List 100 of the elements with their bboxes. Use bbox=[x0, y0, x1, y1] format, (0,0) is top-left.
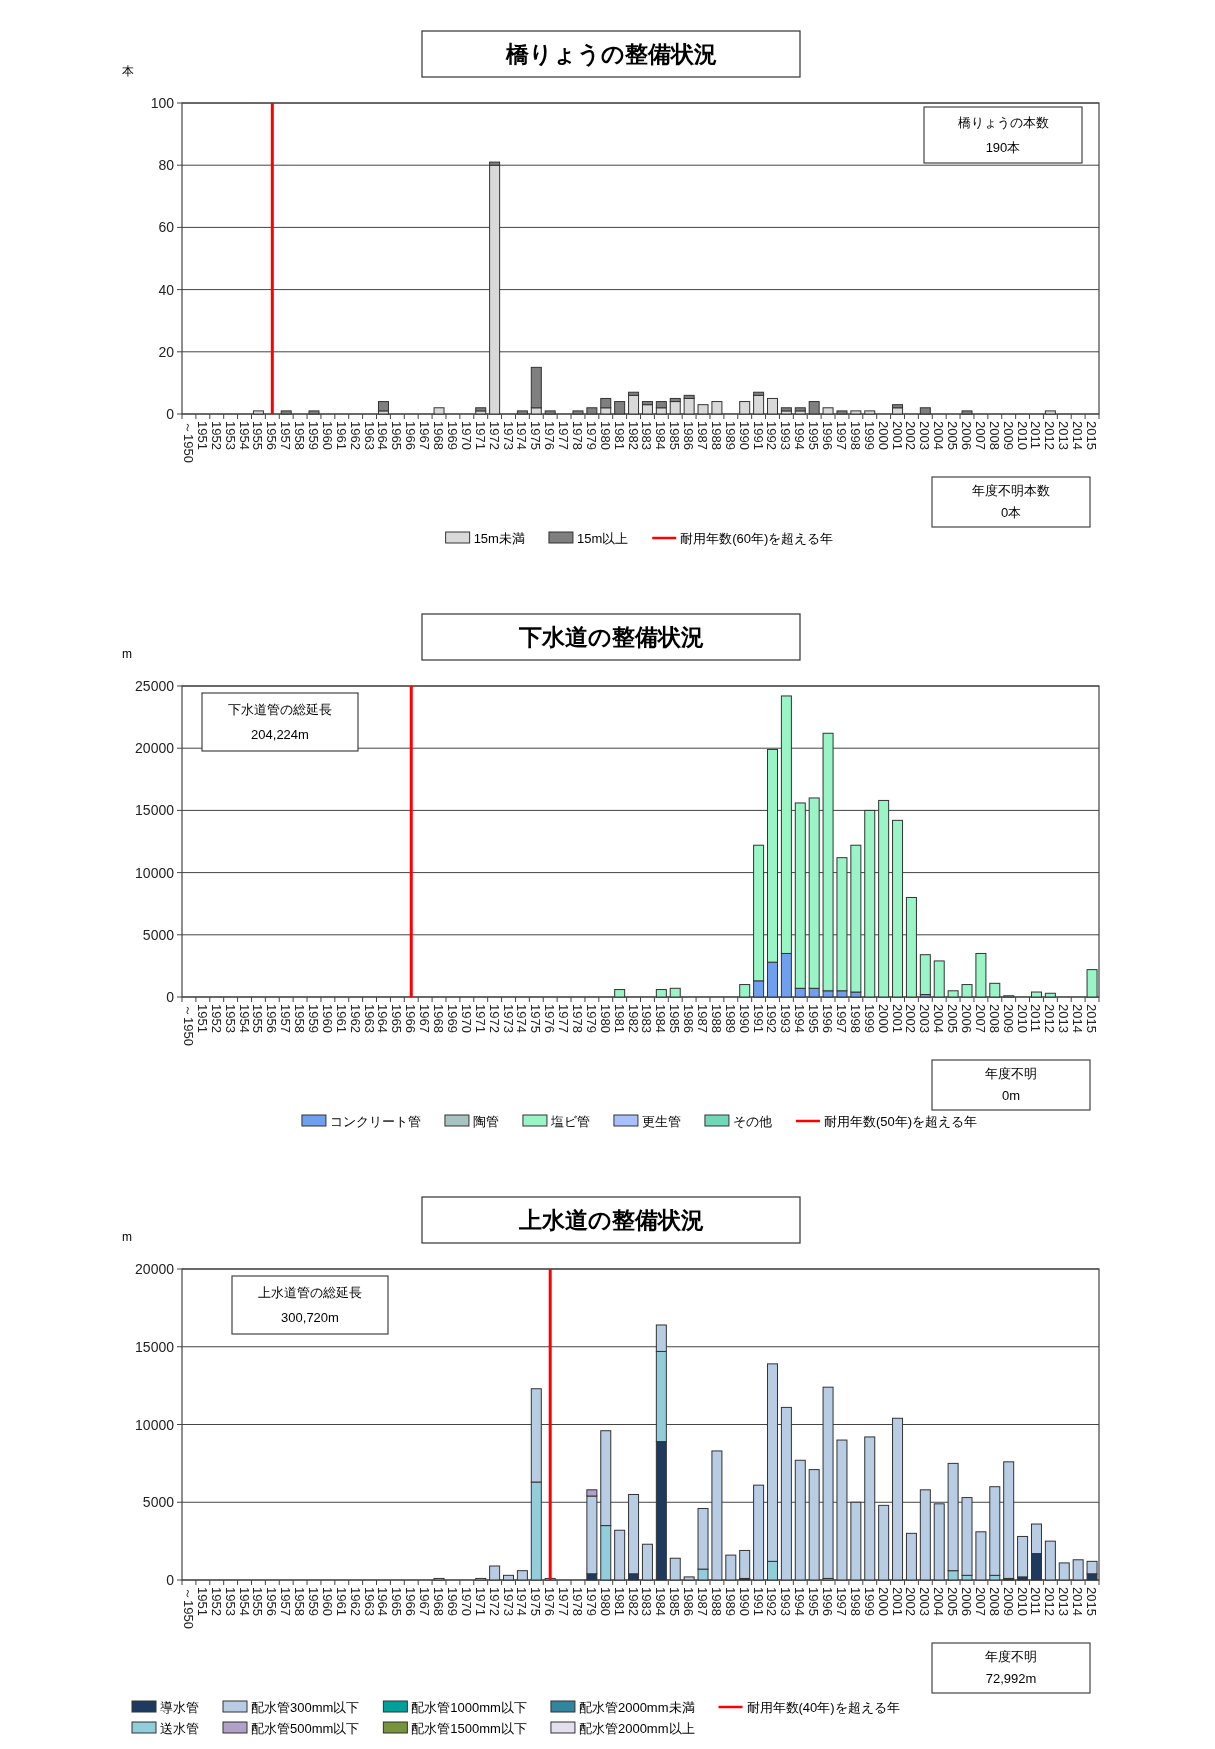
x-tick-label: 1961 bbox=[333, 1587, 349, 1616]
x-tick-label: 1987 bbox=[695, 1587, 711, 1616]
x-tick-label: 1953 bbox=[222, 421, 238, 450]
x-tick-label: 1989 bbox=[722, 421, 738, 450]
text: 年度不明 bbox=[985, 1649, 1037, 1664]
x-tick-label: 2010 bbox=[1014, 421, 1030, 450]
y-tick-label: 15000 bbox=[135, 802, 175, 819]
x-tick-label: 1976 bbox=[542, 421, 558, 450]
x-tick-label: 1969 bbox=[444, 1004, 460, 1033]
y-tick-label: 10000 bbox=[135, 864, 175, 881]
x-tick-label: 1955 bbox=[250, 421, 266, 450]
legend-label: 配水管1500mm以下 bbox=[411, 1721, 527, 1736]
x-tick-label: ～1950 bbox=[180, 1004, 196, 1046]
x-tick-label: 2002 bbox=[903, 1004, 919, 1033]
x-tick-label: 2005 bbox=[945, 1004, 961, 1033]
x-tick-label: 1967 bbox=[417, 1587, 433, 1616]
x-tick-label: 1995 bbox=[806, 1004, 822, 1033]
x-tick-label: 1952 bbox=[208, 421, 224, 450]
annotation: 橋りょうの本数 bbox=[957, 115, 1049, 131]
x-tick-label: 1956 bbox=[264, 1004, 280, 1033]
x-tick-label: 1958 bbox=[292, 421, 308, 450]
x-tick-label: 1989 bbox=[722, 1587, 738, 1616]
x-tick-label: 1998 bbox=[847, 421, 863, 450]
x-tick-label: 2009 bbox=[1000, 1587, 1016, 1616]
legend-label: 耐用年数(40年)を超える年 bbox=[746, 1700, 900, 1715]
x-tick-label: 2013 bbox=[1056, 1004, 1072, 1033]
x-tick-label: 2000 bbox=[875, 1004, 891, 1033]
x-tick-label: 1957 bbox=[278, 1004, 294, 1033]
x-tick-label: 1982 bbox=[625, 1004, 641, 1033]
chart-title: 橋りょうの整備状況 bbox=[504, 41, 717, 67]
y-tick-label: 60 bbox=[158, 219, 175, 236]
x-tick-label: 1973 bbox=[500, 1587, 516, 1616]
legend-label: 配水管2000mm以上 bbox=[578, 1721, 695, 1736]
x-tick-label: 1981 bbox=[611, 1004, 627, 1033]
x-tick-label: 1958 bbox=[292, 1587, 308, 1616]
legend-label: 送水管 bbox=[160, 1721, 199, 1736]
x-tick-label: 1979 bbox=[583, 421, 599, 450]
y-tick-label: 100 bbox=[150, 95, 175, 111]
x-tick-label: ～1950 bbox=[180, 421, 196, 463]
x-tick-label: 1968 bbox=[431, 1004, 447, 1033]
x-tick-label: 2015 bbox=[1084, 421, 1100, 450]
y-tick-label: 80 bbox=[158, 157, 175, 174]
x-tick-label: 1974 bbox=[514, 421, 530, 450]
x-tick-label: 2005 bbox=[945, 1587, 961, 1616]
x-tick-label: 1980 bbox=[597, 1004, 613, 1033]
x-tick-label: 1965 bbox=[389, 421, 405, 450]
text: 年度不明本数 bbox=[972, 483, 1050, 498]
x-tick-label: 1996 bbox=[820, 421, 836, 450]
x-tick-label: 1954 bbox=[236, 1004, 252, 1033]
x-tick-label: 1963 bbox=[361, 1587, 377, 1616]
x-tick-label: 2012 bbox=[1042, 1587, 1058, 1616]
x-tick-label: 2001 bbox=[889, 1004, 905, 1033]
x-tick-label: 1987 bbox=[695, 1004, 711, 1033]
legend-label: その他 bbox=[732, 1114, 772, 1129]
x-tick-label: 1964 bbox=[375, 421, 391, 450]
x-tick-label: 2015 bbox=[1084, 1004, 1100, 1033]
x-tick-label: 1980 bbox=[597, 421, 613, 450]
x-tick-label: 1998 bbox=[847, 1587, 863, 1616]
x-tick-label: 1988 bbox=[708, 1587, 724, 1616]
x-tick-label: 1978 bbox=[569, 1587, 585, 1616]
x-tick-label: 1953 bbox=[222, 1587, 238, 1616]
x-tick-label: 1952 bbox=[208, 1587, 224, 1616]
x-tick-label: 2007 bbox=[972, 1587, 988, 1616]
x-tick-label: 1973 bbox=[500, 1004, 516, 1033]
x-tick-label: 1995 bbox=[806, 421, 822, 450]
x-tick-label: 2002 bbox=[903, 1587, 919, 1616]
x-tick-label: 1986 bbox=[681, 1004, 697, 1033]
x-tick-label: 1958 bbox=[292, 1004, 308, 1033]
x-tick-label: 2008 bbox=[986, 1004, 1002, 1033]
x-tick-label: 1964 bbox=[375, 1004, 391, 1033]
x-tick-label: 1965 bbox=[389, 1004, 405, 1033]
x-tick-label: 1976 bbox=[542, 1587, 558, 1616]
x-tick-label: 1975 bbox=[528, 1004, 544, 1033]
x-tick-label: 1960 bbox=[319, 1587, 335, 1616]
x-tick-label: 1952 bbox=[208, 1004, 224, 1033]
legend-label: 耐用年数(50年)を超える年 bbox=[823, 1114, 978, 1129]
x-tick-label: 1989 bbox=[722, 1004, 738, 1033]
x-tick-label: 1970 bbox=[458, 1587, 474, 1616]
y-tick-label: 20000 bbox=[135, 1261, 175, 1277]
x-tick-label: 1984 bbox=[653, 1587, 669, 1616]
text: 0m bbox=[1001, 1088, 1021, 1103]
x-tick-label: 1954 bbox=[236, 421, 252, 450]
x-tick-label: 1974 bbox=[514, 1587, 530, 1616]
x-tick-label: 1997 bbox=[833, 421, 849, 450]
x-tick-label: 1993 bbox=[778, 421, 794, 450]
x-tick-label: 1997 bbox=[833, 1004, 849, 1033]
x-tick-label: 2010 bbox=[1014, 1587, 1030, 1616]
y-tick-label: 20 bbox=[158, 343, 175, 360]
y-axis-title: 本 bbox=[122, 64, 134, 78]
x-tick-label: 2004 bbox=[931, 1004, 947, 1033]
legend-label: 配水管300mm以下 bbox=[251, 1700, 360, 1715]
x-tick-label: 2011 bbox=[1028, 421, 1044, 449]
x-tick-label: 1954 bbox=[236, 1587, 252, 1616]
x-tick-label: 1985 bbox=[667, 1004, 683, 1033]
x-tick-label: 1977 bbox=[556, 1004, 572, 1033]
x-tick-label: 1995 bbox=[806, 1587, 822, 1616]
annotation: 190本 bbox=[985, 139, 1021, 155]
x-tick-label: 1957 bbox=[278, 421, 294, 450]
x-tick-label: 1971 bbox=[472, 1004, 488, 1033]
x-tick-label: 1998 bbox=[847, 1004, 863, 1033]
